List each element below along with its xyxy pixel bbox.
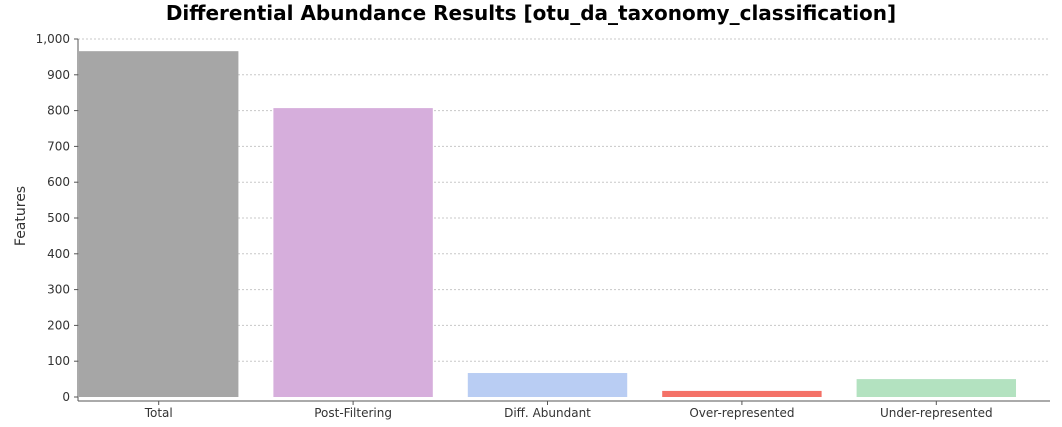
y-tick-label: 400: [47, 247, 70, 261]
bars: [79, 51, 1017, 398]
y-tick-label: 700: [47, 139, 70, 153]
bar-under-represented: [856, 379, 1017, 397]
y-tick-label: 200: [47, 318, 70, 332]
x-tick-labels: Total Post-Filtering Diff. Abundant Over-re…: [144, 406, 993, 420]
chart-title: Differential Abundance Results [otu_da_t…: [166, 1, 896, 25]
y-tick-label: 800: [47, 104, 70, 118]
x-tick-label: Post-Filtering: [314, 406, 392, 420]
y-tick-label: 500: [47, 211, 70, 225]
y-tick-label: 0: [62, 390, 70, 404]
x-tick-label: Total: [144, 406, 173, 420]
bar-diff-abundant: [467, 373, 628, 397]
grid-lines: [78, 38, 1050, 362]
x-tick-label: Under-represented: [880, 406, 993, 420]
axes: [74, 38, 1050, 405]
x-tick-label: Over-represented: [689, 406, 794, 420]
y-tick-label: 1,000: [36, 32, 70, 46]
y-tick-label: 300: [47, 283, 70, 297]
y-tick-label: 900: [47, 68, 70, 82]
y-tick-labels: 0 100 200 300 400 500 600 700 800 900 1,000: [36, 32, 70, 404]
bar-over-represented: [662, 390, 822, 397]
y-tick-label: 100: [47, 354, 70, 368]
x-tick-label: Diff. Abundant: [504, 406, 591, 420]
bar-post-filtering: [273, 108, 433, 398]
y-axis-label: Features: [13, 186, 29, 246]
bar-total: [79, 51, 239, 398]
y-tick-label: 600: [47, 175, 70, 189]
